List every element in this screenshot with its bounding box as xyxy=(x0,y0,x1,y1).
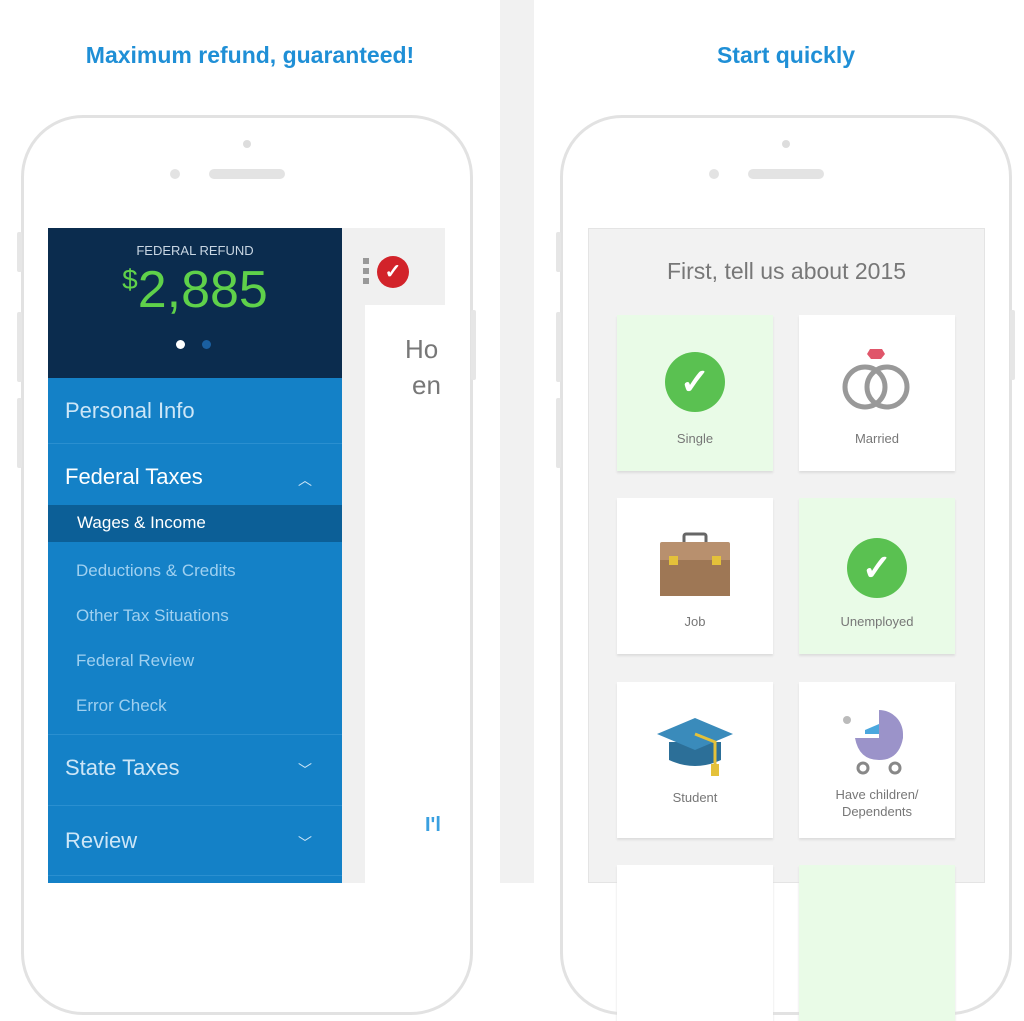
refund-amount: $2,885 xyxy=(48,260,342,320)
divider xyxy=(48,805,342,806)
tile-label: Have children/ Dependents xyxy=(835,787,919,819)
phone-side-button xyxy=(17,232,22,272)
tile-label: Married xyxy=(854,431,900,446)
right-headline: Start quickly xyxy=(716,42,856,68)
content-card xyxy=(365,305,445,883)
check-circle-icon: ✓ xyxy=(665,352,725,412)
sidebar-subitem-deductions[interactable]: Deductions & Credits xyxy=(76,561,236,580)
panel-divider xyxy=(500,0,534,883)
divider xyxy=(48,734,342,735)
phone-camera xyxy=(243,140,251,148)
phone-side-button xyxy=(556,232,561,272)
chevron-up-icon[interactable]: ︿ xyxy=(298,472,312,488)
tile-dependents[interactable]: Have children/ Dependents xyxy=(799,682,955,838)
tile-married[interactable]: Married xyxy=(799,315,955,471)
tile-label: Student xyxy=(672,790,718,805)
page-dot[interactable] xyxy=(202,340,211,349)
refund-panel: FEDERAL REFUND $2,885 xyxy=(48,228,342,378)
graduation-cap-icon xyxy=(657,718,733,776)
stroller-icon xyxy=(843,710,903,775)
phone-side-button xyxy=(17,398,22,468)
tile-job[interactable]: Job xyxy=(617,498,773,654)
phone-speaker xyxy=(209,169,285,179)
phone-sensor xyxy=(170,169,180,179)
tile-single[interactable]: ✓ Single xyxy=(617,315,773,471)
phone-speaker xyxy=(748,169,824,179)
refund-value: 2,885 xyxy=(137,261,268,319)
content-heading-line: en xyxy=(412,370,441,400)
chevron-down-icon[interactable]: ﹀ xyxy=(298,835,312,851)
refund-label: FEDERAL REFUND xyxy=(136,243,254,258)
sidebar-item-review[interactable]: Review xyxy=(65,828,138,853)
sidebar-item-personal-info[interactable]: Personal Info xyxy=(65,398,195,423)
left-headline: Maximum refund, guaranteed! xyxy=(85,42,415,68)
sidebar-subitem-label: Wages & Income xyxy=(77,513,206,532)
chevron-down-icon[interactable]: ﹀ xyxy=(298,762,312,778)
sidebar-item-federal-taxes[interactable]: Federal Taxes xyxy=(65,464,203,489)
content-link[interactable]: I'l xyxy=(425,814,441,836)
phone-camera xyxy=(782,140,790,148)
sidebar-subitem-federal-review[interactable]: Federal Review xyxy=(76,651,195,670)
page-dot-active[interactable] xyxy=(176,340,185,349)
sidebar-subitem-other-tax[interactable]: Other Tax Situations xyxy=(76,606,229,625)
tile-partial[interactable] xyxy=(617,865,773,1021)
tile-student[interactable]: Student xyxy=(617,682,773,838)
tile-label: Single xyxy=(676,431,714,446)
screen-title: First, tell us about 2015 xyxy=(666,258,907,284)
more-menu-icon[interactable] xyxy=(363,258,369,284)
content-heading-line: Ho xyxy=(405,334,439,364)
sidebar-item-state-taxes[interactable]: State Taxes xyxy=(65,755,180,780)
phone-sensor xyxy=(709,169,719,179)
sidebar-subitem-error-check[interactable]: Error Check xyxy=(76,696,167,715)
phone-side-button xyxy=(17,312,22,382)
refund-currency: $ xyxy=(122,264,138,295)
tile-label: Unemployed xyxy=(840,614,914,629)
phone-side-button xyxy=(556,398,561,468)
tile-partial[interactable] xyxy=(799,865,955,1021)
divider xyxy=(48,875,342,876)
tile-label: Job xyxy=(684,614,706,629)
rings-icon xyxy=(842,349,910,410)
turbotax-check-logo: ✓ xyxy=(377,256,409,288)
phone-side-button xyxy=(1010,310,1015,380)
check-circle-icon: ✓ xyxy=(847,538,907,598)
tile-unemployed[interactable]: ✓ Unemployed xyxy=(799,498,955,654)
sidebar-subitem-active[interactable]: Wages & Income xyxy=(48,505,342,542)
divider xyxy=(48,443,342,444)
briefcase-icon xyxy=(660,532,730,596)
phone-side-button xyxy=(556,312,561,382)
sidebar-menu: Personal Info Federal Taxes ︿ Wages & In… xyxy=(48,378,342,883)
phone-side-button xyxy=(471,310,476,380)
